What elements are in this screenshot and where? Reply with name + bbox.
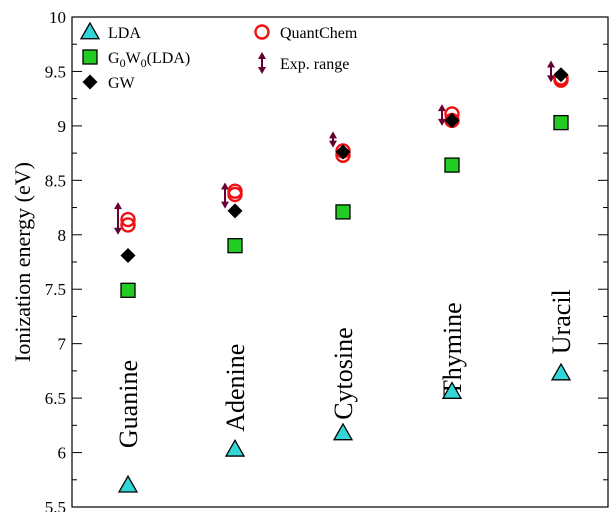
gw-point <box>120 247 136 263</box>
gw-point <box>335 144 351 160</box>
legend: LDA G0W0(LDA) GW QuantChem Exp. range <box>79 21 358 92</box>
exp-range-arrowhead-down <box>258 67 266 74</box>
legend-symbol-g0w0 <box>82 49 98 65</box>
lda-point <box>550 362 572 381</box>
legend-label-exp-range: Exp. range <box>280 56 349 73</box>
g0w0-point <box>553 114 569 131</box>
y-tick-label: 6.5 <box>45 389 66 408</box>
y-tick-label: 9.5 <box>45 62 66 81</box>
exp-range-arrowhead-up <box>114 202 122 210</box>
gw-point <box>553 67 569 83</box>
category-label-thymine: Thymine <box>438 302 467 396</box>
category-labels: Guanine Adenine Cytosine Thymine Uracil <box>114 289 576 448</box>
legend-label-lda: LDA <box>108 25 141 42</box>
exp-range-arrowhead-up <box>221 182 229 190</box>
lda-point <box>332 422 354 441</box>
gw-point <box>227 203 243 219</box>
exp-range-arrowhead-down <box>438 118 446 126</box>
g0w0-point <box>444 157 460 173</box>
y-tick-label: 10 <box>49 8 66 27</box>
g0w0-point <box>227 238 243 254</box>
exp-range-uracil <box>547 60 555 83</box>
exp-range-arrowhead-up <box>547 60 555 68</box>
legend-label-g0w0: G0W0(LDA) <box>108 50 190 70</box>
legend-symbol-exp-range <box>258 52 266 74</box>
y-tick-label: 9 <box>58 117 67 136</box>
g0w0-point <box>120 282 136 298</box>
legend-label-gw: GW <box>108 75 136 92</box>
y-axis-title: Ionization energy (eV) <box>10 162 35 362</box>
y-tick-label: 8.5 <box>45 171 66 190</box>
quantchem-point <box>120 211 136 228</box>
gw-point <box>444 112 460 128</box>
exp-range-arrowhead-down <box>329 140 337 148</box>
exp-range-cytosine <box>329 131 337 148</box>
exp-range-arrowhead-up <box>438 104 446 112</box>
category-label-guanine: Guanine <box>114 360 143 448</box>
y-axis: 5.5 6 6.5 7 7.5 8 8.5 9 9.5 10 <box>45 8 608 512</box>
g0w0-point <box>335 204 351 220</box>
category-label-adenine: Adenine <box>221 344 250 432</box>
legend-symbol-gw <box>82 74 98 90</box>
category-label-cytosine: Cytosine <box>329 327 358 419</box>
exp-range-adenine <box>221 182 229 209</box>
exp-range-arrowhead-down <box>114 227 122 235</box>
category-label-uracil: Uracil <box>547 289 576 354</box>
legend-symbol-lda <box>79 21 101 40</box>
legend-symbol-quantchem <box>254 24 270 40</box>
exp-range-arrowhead-up <box>258 52 266 59</box>
exp-range-arrowhead-down <box>221 201 229 209</box>
y-tick-label: 5.5 <box>45 498 66 512</box>
exp-range-arrowhead-down <box>547 75 555 83</box>
quantchem-point <box>120 217 136 233</box>
y-tick-label: 6 <box>58 444 67 463</box>
y-tick-label: 7.5 <box>45 280 66 299</box>
y-tick-label: 8 <box>58 226 67 245</box>
data-marks <box>114 60 572 493</box>
exp-range-thymine <box>438 104 446 126</box>
quantchem-point <box>227 183 243 199</box>
exp-range-arrowhead-up <box>329 131 337 139</box>
legend-label-quantchem: QuantChem <box>280 25 358 42</box>
y-tick-label: 7 <box>58 335 67 354</box>
lda-point <box>441 381 463 399</box>
lda-point <box>117 474 139 493</box>
exp-range-guanine <box>114 202 122 235</box>
lda-point <box>224 438 246 457</box>
